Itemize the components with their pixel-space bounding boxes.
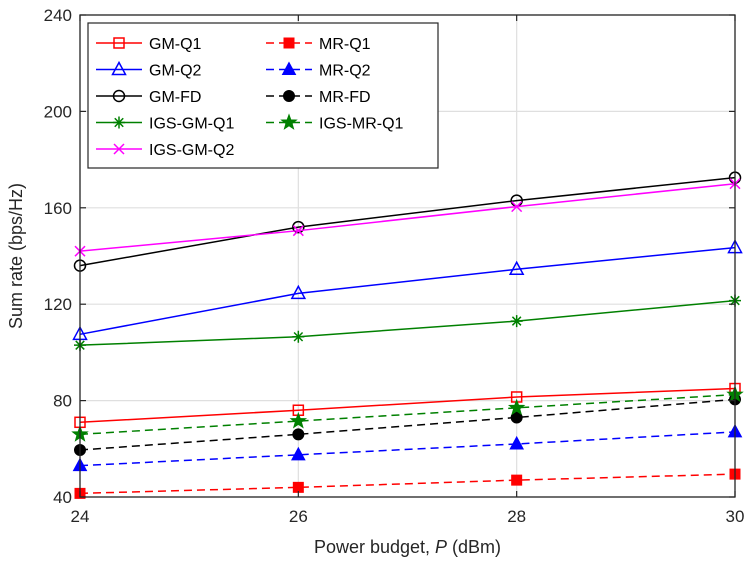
legend-label: IGS-GM-Q2 [149, 142, 234, 159]
series-line [79, 431, 736, 467]
legend-label: MR-FD [319, 89, 371, 106]
legend-label: MR-Q1 [319, 36, 371, 53]
series-mr-q1 [74, 468, 741, 499]
legend-label: GM-Q2 [149, 63, 202, 80]
legend-entry: GM-FD [96, 89, 201, 106]
series-gm-q1 [74, 382, 741, 429]
x-axis-label: Power budget, P (dBm) [314, 537, 501, 557]
series-line [79, 182, 736, 252]
data-point-square-filled [283, 37, 295, 49]
data-point-circle-open [112, 89, 126, 103]
data-point-triangle-open [290, 284, 307, 300]
data-point-circle-filled [283, 90, 295, 102]
series-line [79, 246, 736, 336]
data-point-triangle-filled [290, 446, 306, 461]
series-layer [71, 171, 744, 499]
plot-frame [79, 14, 736, 498]
legend-entry: GM-Q2 [96, 60, 202, 80]
series-line [79, 393, 736, 436]
x-tick-label: 28 [507, 507, 526, 526]
series-igs-gm-q2 [74, 178, 741, 257]
data-point-cross [292, 225, 304, 237]
y-tick-label: 160 [44, 199, 72, 218]
legend-label: MR-Q2 [319, 63, 371, 80]
data-point-cross [113, 143, 125, 155]
data-point-triangle-open [111, 60, 127, 76]
legend-box [87, 22, 439, 169]
legend-label: IGS-MR-Q1 [319, 116, 404, 133]
legend-label: GM-FD [149, 89, 201, 106]
legend-entry: MR-Q1 [266, 36, 371, 53]
data-point-asterisk [292, 330, 305, 343]
y-tick-label: 80 [53, 392, 72, 411]
y-axis-label: Sum rate (bps/Hz) [6, 183, 26, 329]
legend-entry: IGS-GM-Q1 [96, 116, 234, 133]
legend-entry: MR-Q2 [266, 61, 371, 80]
series-igs-gm-q1 [74, 294, 741, 352]
x-tick-label: 26 [289, 507, 308, 526]
data-point-asterisk [113, 116, 125, 129]
data-point-star [507, 398, 526, 416]
series-line [79, 387, 736, 424]
data-point-circle-filled [292, 428, 305, 441]
data-point-star [289, 411, 308, 429]
data-point-triangle-filled [281, 61, 297, 75]
y-tick-label: 240 [44, 6, 72, 25]
legend: GM-Q1 MR-Q1 GM-Q2 MR-Q2 GM-FD MR-FD IGS-GM-Q1 I… [87, 22, 439, 169]
legend-label: IGS-GM-Q1 [149, 116, 234, 133]
axis-ticks: 24 26 28 30 40 80 120 160 200 240 [44, 6, 745, 526]
y-tick-label: 40 [53, 488, 72, 507]
legend-entry: IGS-MR-Q1 [266, 113, 404, 133]
series-line [79, 473, 736, 495]
data-point-cross [511, 201, 523, 213]
data-point-star [280, 113, 298, 130]
series-line [79, 299, 736, 346]
legend-entry: GM-Q1 [96, 36, 202, 53]
series-mr-fd [74, 393, 741, 457]
x-axis-label-variable: P [435, 537, 447, 557]
y-tick-label: 200 [44, 102, 72, 121]
x-axis-label-prefix: Power budget, [314, 537, 435, 557]
data-point-circle-filled [510, 411, 523, 424]
legend-entry: MR-FD [266, 89, 371, 106]
data-point-square-open [113, 37, 125, 49]
x-axis-label-unit: (dBm) [447, 537, 501, 557]
series-line [79, 176, 736, 267]
series-igs-mr-q1 [71, 385, 744, 442]
series-gm-q2 [72, 238, 743, 341]
x-tick-label: 30 [726, 507, 745, 526]
x-tick-label: 24 [71, 507, 90, 526]
data-point-square-filled [292, 481, 304, 493]
legend-entry: IGS-GM-Q2 [96, 142, 234, 159]
series-mr-q2 [72, 423, 743, 472]
data-point-circle-open [292, 220, 305, 234]
y-tick-label: 120 [44, 295, 72, 314]
data-point-asterisk [510, 315, 523, 328]
data-point-square-filled [511, 474, 523, 486]
data-point-triangle-filled [509, 435, 525, 450]
data-point-triangle-open [508, 260, 525, 276]
legend-label: GM-Q1 [149, 36, 202, 53]
series-line [79, 398, 736, 451]
